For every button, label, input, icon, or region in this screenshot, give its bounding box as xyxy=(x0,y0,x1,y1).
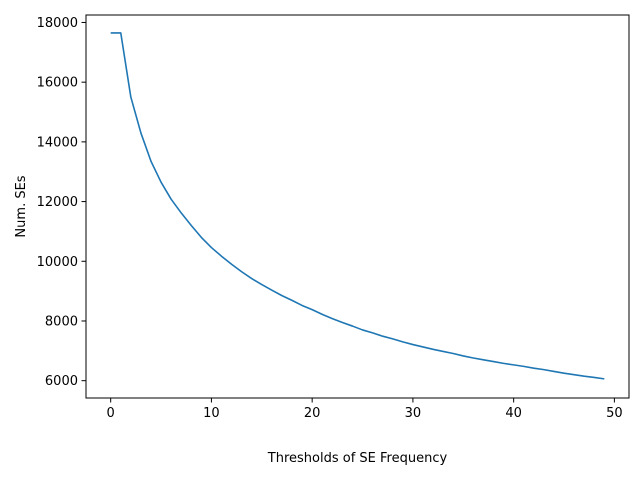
x-axis-label: Thresholds of SE Frequency xyxy=(267,451,448,466)
plot-frame xyxy=(85,14,630,399)
y-tick-label: 6000 xyxy=(45,374,78,389)
x-tick-label: 20 xyxy=(304,406,321,421)
x-tick-label: 30 xyxy=(405,406,422,421)
plot-background xyxy=(86,15,629,398)
y-tick-label: 16000 xyxy=(37,76,78,91)
x-tick-label: 40 xyxy=(505,406,522,421)
y-tick-label: 8000 xyxy=(45,314,78,329)
y-tick-label: 14000 xyxy=(37,135,78,150)
series-line xyxy=(110,32,605,380)
y-tick-label: 12000 xyxy=(37,195,78,210)
x-axis-ticks: 0 10 20 30 40 50 xyxy=(107,398,623,421)
x-tick-label: 50 xyxy=(606,406,623,421)
y-axis-label: Num. SEs xyxy=(14,175,29,237)
x-tick-label: 10 xyxy=(203,406,220,421)
y-axis-ticks: 6000 8000 10000 12000 14000 16000 18000 xyxy=(37,16,86,389)
y-tick-label: 18000 xyxy=(37,16,78,31)
x-tick-label: 0 xyxy=(107,406,115,421)
y-tick-label: 10000 xyxy=(37,255,78,270)
